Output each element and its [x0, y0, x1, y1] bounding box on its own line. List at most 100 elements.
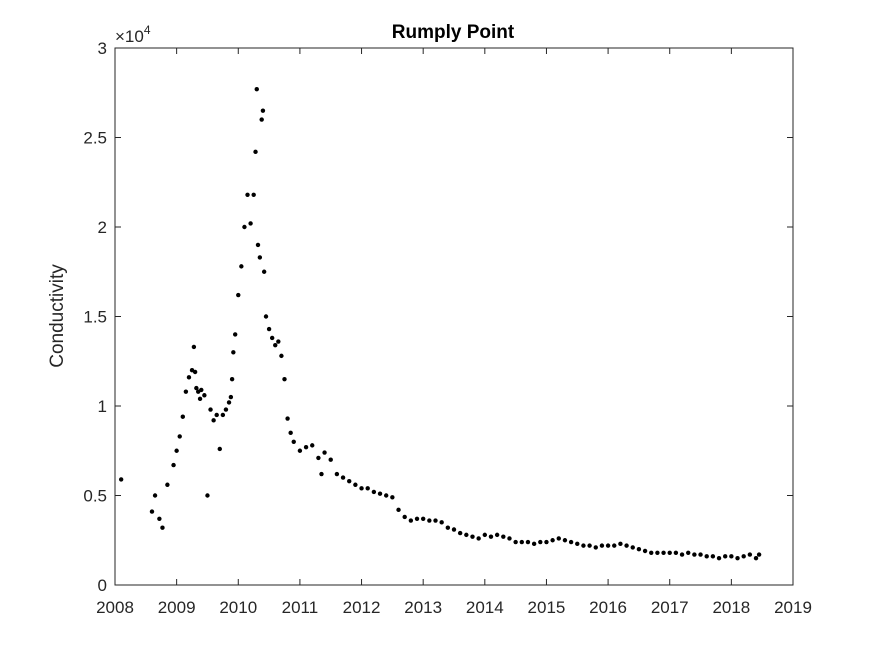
data-point: [245, 192, 250, 197]
data-point: [180, 414, 185, 419]
data-point: [208, 407, 213, 412]
data-point: [353, 482, 358, 487]
data-point: [322, 450, 327, 455]
data-point: [710, 554, 716, 559]
data-point: [251, 192, 256, 197]
x-tick-label: 2018: [712, 598, 750, 617]
data-point: [328, 457, 333, 462]
data-point: [220, 412, 226, 418]
data-point: [228, 394, 234, 400]
data-point: [661, 550, 666, 555]
data-point: [236, 292, 241, 298]
data-point: [636, 547, 642, 552]
y-axis-exponent-power: 4: [144, 23, 151, 37]
data-point: [194, 385, 199, 391]
data-point: [253, 149, 258, 155]
data-point: [254, 86, 259, 92]
data-point: [716, 555, 722, 561]
data-point: [605, 543, 611, 548]
data-point: [593, 545, 598, 550]
x-tick-label: 2009: [158, 598, 196, 617]
y-axis-ticks: 0 0.5 1 1.5 2 2.5 3: [83, 39, 793, 595]
y-axis-exponent-base: ×10: [115, 27, 144, 46]
data-point: [396, 507, 401, 513]
data-point: [285, 416, 290, 421]
x-tick-label: 2012: [343, 598, 381, 617]
data-point: [174, 448, 179, 453]
data-point: [365, 486, 370, 491]
data-point: [679, 552, 685, 557]
data-point: [451, 527, 457, 532]
data-point: [747, 552, 753, 557]
data-point: [729, 554, 734, 559]
data-point: [226, 400, 232, 405]
y-tick-label: 1.5: [83, 308, 107, 327]
data-point: [402, 514, 407, 520]
data-point: [261, 269, 267, 274]
data-point: [279, 353, 284, 359]
data-point: [445, 525, 451, 530]
data-point: [513, 539, 518, 545]
x-tick-label: 2008: [96, 598, 134, 617]
data-point: [384, 493, 389, 498]
data-point: [649, 550, 654, 555]
data-point: [214, 412, 219, 418]
data-point: [248, 221, 253, 226]
plot-area: [114, 47, 794, 586]
x-tick-label: 2016: [589, 598, 627, 617]
data-point: [673, 550, 679, 555]
data-point: [457, 530, 463, 536]
data-point: [229, 376, 235, 382]
data-points: [118, 86, 762, 561]
data-point: [470, 534, 475, 539]
data-point: [192, 369, 198, 375]
data-point: [260, 108, 266, 113]
x-axis-ticks: 2008 2009 2010 2011 2012 2013 2014 2015 2016 2017…: [96, 48, 812, 617]
data-point: [319, 471, 324, 477]
data-point: [211, 418, 216, 423]
data-point: [255, 242, 261, 248]
data-point: [587, 543, 592, 548]
data-point: [723, 554, 728, 559]
data-point: [538, 539, 543, 545]
data-point: [259, 117, 264, 122]
data-point: [157, 516, 162, 521]
data-point: [753, 555, 759, 561]
data-point: [199, 387, 204, 393]
data-point: [359, 486, 364, 491]
data-point: [269, 335, 275, 341]
y-axis-label: Conductivity: [47, 264, 68, 368]
data-point: [232, 332, 238, 337]
y-tick-label: 1: [98, 397, 107, 416]
data-point: [507, 536, 512, 541]
data-point: [266, 326, 272, 332]
y-tick-label: 3: [98, 39, 107, 58]
data-point: [191, 344, 197, 350]
data-point: [408, 518, 414, 523]
data-point: [568, 539, 574, 545]
x-tick-label: 2013: [404, 598, 442, 617]
data-point: [347, 478, 352, 484]
data-point: [160, 525, 165, 530]
x-tick-label: 2015: [528, 598, 566, 617]
data-point: [149, 509, 155, 514]
data-point: [263, 314, 269, 319]
chart-title: Rumply Point: [392, 22, 515, 43]
x-tick-label: 2010: [219, 598, 257, 617]
data-point: [118, 477, 124, 482]
data-point: [371, 489, 377, 495]
y-tick-label: 0.5: [83, 487, 107, 506]
data-point: [476, 536, 481, 541]
data-point: [525, 539, 531, 545]
data-point: [612, 543, 617, 548]
data-point: [414, 516, 420, 521]
data-point: [439, 520, 444, 525]
y-tick-label: 0: [98, 576, 107, 595]
data-point: [642, 548, 648, 554]
data-point: [630, 545, 635, 550]
data-point: [303, 444, 309, 450]
x-tick-label: 2017: [651, 598, 689, 617]
data-point: [165, 482, 170, 487]
data-point: [334, 471, 340, 477]
